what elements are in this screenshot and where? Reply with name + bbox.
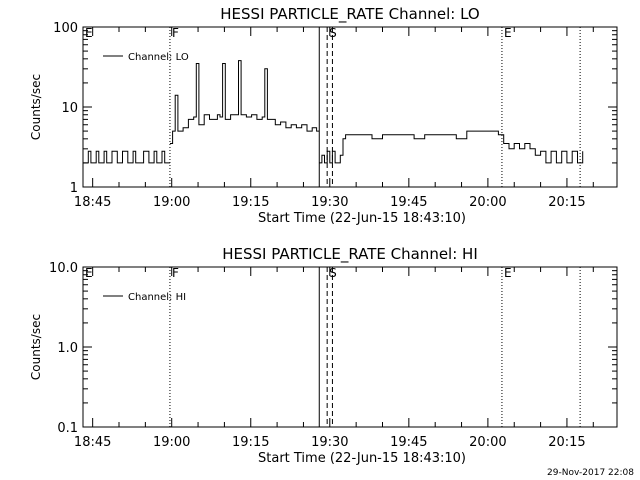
y-tick-label: 1.0 <box>57 341 78 356</box>
event-marker-label: E <box>85 26 93 40</box>
y-tick-label: 10.0 <box>49 261 78 276</box>
x-tick-label: 19:45 <box>390 195 427 210</box>
y-axis-label: Counts/sec <box>29 74 43 140</box>
series-line <box>319 130 584 164</box>
x-tick-label: 20:15 <box>548 195 585 210</box>
x-tick-label: 19:30 <box>311 435 348 450</box>
x-tick-label: 19:00 <box>153 435 190 450</box>
x-tick-label: 19:30 <box>311 195 348 210</box>
x-tick-label: 19:45 <box>390 435 427 450</box>
x-tick-label: 19:15 <box>232 435 269 450</box>
y-axis-label: Counts/sec <box>29 314 43 380</box>
series-line <box>83 150 170 164</box>
event-marker-label: F <box>172 26 179 40</box>
event-marker-label: S <box>329 266 337 280</box>
y-tick-label: 1 <box>70 181 78 196</box>
y-tick-label: 0.1 <box>57 421 78 436</box>
plot-frame <box>82 26 618 188</box>
x-tick-label: 19:15 <box>232 195 269 210</box>
x-axis-label: Start Time (22-Jun-15 18:43:10) <box>258 211 466 226</box>
x-tick-label: 20:00 <box>469 195 506 210</box>
event-marker-label: S <box>329 26 337 40</box>
y-tick-label: 100 <box>53 21 78 36</box>
series-line <box>170 60 320 144</box>
event-marker-label: E <box>85 266 93 280</box>
event-marker-label: E <box>504 26 512 40</box>
plot-frame <box>82 266 618 428</box>
legend-label: Channel: HI <box>128 292 186 303</box>
x-tick-label: 20:15 <box>548 435 585 450</box>
legend-label: Channel: LO <box>128 52 189 63</box>
x-tick-label: 20:00 <box>469 435 506 450</box>
x-axis-label: Start Time (22-Jun-15 18:43:10) <box>258 451 466 466</box>
x-tick-label: 19:00 <box>153 195 190 210</box>
event-marker-label: E <box>504 266 512 280</box>
date-stamp: 29-Nov-2017 22:08 <box>547 468 634 478</box>
event-marker-label: F <box>172 266 179 280</box>
chart-title: HESSI PARTICLE_RATE Channel: LO <box>220 5 479 24</box>
y-tick-label: 10 <box>61 101 78 116</box>
x-tick-label: 18:45 <box>74 195 111 210</box>
x-tick-label: 18:45 <box>74 435 111 450</box>
chart-title: HESSI PARTICLE_RATE Channel: HI <box>222 245 478 264</box>
